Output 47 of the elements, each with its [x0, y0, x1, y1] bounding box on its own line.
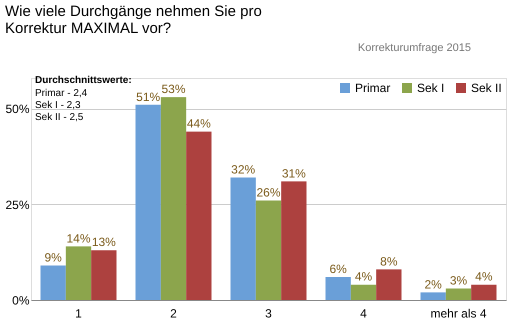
y-tick-label: 0%	[12, 294, 30, 308]
y-tick-label: 50%	[5, 102, 30, 116]
bar	[420, 292, 446, 300]
legend-label: Primar	[355, 81, 390, 95]
data-label: 51%	[136, 90, 160, 104]
data-label: 6%	[329, 262, 348, 276]
x-tick-label: 4	[360, 306, 368, 320]
data-label: 44%	[186, 116, 212, 131]
text: Korrekturumfrage 2015	[358, 42, 471, 54]
legend-label: Sek II	[471, 81, 502, 95]
data-label: 26%	[256, 185, 281, 200]
bar	[281, 181, 306, 300]
bar	[66, 246, 92, 300]
bar	[160, 97, 186, 300]
bar	[350, 284, 376, 300]
data-label: 3%	[450, 274, 468, 288]
data-label: 2%	[424, 277, 442, 292]
x-tick-label: mehr als 4	[430, 306, 487, 320]
bar	[186, 132, 212, 300]
data-label: 13%	[92, 235, 116, 250]
annotation: Sek I - 2,3	[35, 100, 82, 111]
bar	[91, 250, 116, 300]
legend-label: Sek I	[417, 81, 444, 95]
data-label: 14%	[66, 231, 91, 246]
bar	[471, 284, 496, 300]
bar	[136, 104, 161, 300]
x-tick-label: 3	[265, 306, 272, 320]
bar	[326, 277, 351, 300]
bar	[376, 269, 402, 300]
chart-title: Wie viele Durchgänge nehmen Sie pro Korrektur MAXIMAL vor?	[4, 3, 262, 37]
data-label: 31%	[282, 166, 306, 180]
annotation: Primar - 2,4	[35, 88, 88, 99]
data-label: 4%	[354, 270, 372, 284]
data-label: 8%	[380, 254, 398, 268]
bar	[446, 288, 472, 300]
data-label: 4%	[475, 270, 493, 284]
x-tick-label: 2	[170, 306, 178, 320]
bar	[256, 200, 282, 300]
data-label: 32%	[231, 162, 256, 177]
data-label: 9%	[44, 250, 62, 265]
y-tick-label: 25%	[5, 198, 30, 212]
annotation: Sek II - 2,5	[35, 112, 84, 123]
x-tick-label: 1	[75, 306, 82, 320]
data-label: 53%	[161, 82, 186, 96]
annotation: Durchschnittswerte:	[35, 75, 132, 86]
bar	[230, 178, 256, 300]
bar	[40, 266, 66, 300]
